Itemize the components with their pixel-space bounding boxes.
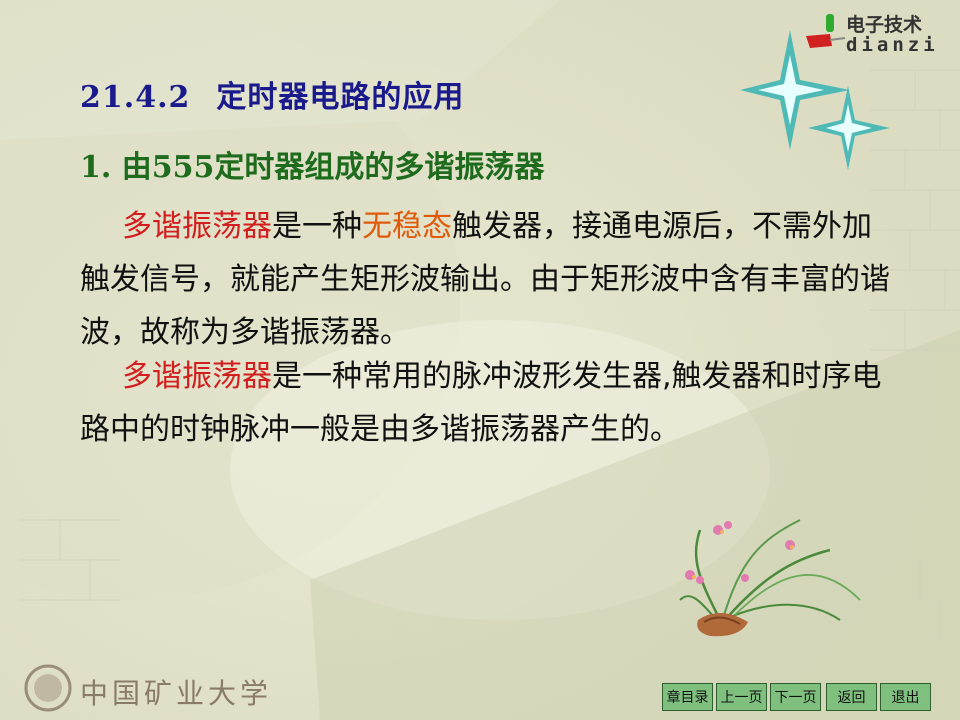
- prev-page-button[interactable]: 上一页: [716, 683, 767, 711]
- sparkle-icon: [740, 30, 890, 170]
- university-seal-icon: [24, 664, 72, 712]
- paragraph-1: 多谐振荡器是一种无稳态触发器，接通电源后，不需外加触发信号，就能产生矩形波输出。…: [80, 200, 900, 359]
- paragraph-text: 是一种常用的脉冲波形发生器,触发器和时序电路中的时钟脉冲一般是由多谐振荡器产生的…: [80, 359, 882, 447]
- subsection-heading: 1. 由555定时器组成的多谐振荡器: [80, 150, 545, 185]
- chapter-toc-button[interactable]: 章目录: [662, 683, 713, 711]
- logo-title: 电子技术: [846, 14, 923, 36]
- navigation-bar: 章目录 上一页 下一页 返回 退出: [662, 683, 931, 711]
- highlight-term: 多谐振荡器: [122, 209, 272, 244]
- university-name: 中国矿业大学: [80, 677, 273, 710]
- paragraph-text: 触发器，接通电源后，不需外加触发信号，就能产生矩形波输出。由于矩形波中含有丰富的…: [80, 209, 890, 350]
- orchid-decoration: [679, 519, 861, 637]
- section-heading: 21.4.2 定时器电路的应用: [80, 72, 464, 116]
- back-button[interactable]: 返回: [826, 683, 877, 711]
- section-number: 21.4.2: [80, 80, 191, 115]
- next-page-button[interactable]: 下一页: [770, 683, 821, 711]
- section-title: 定时器电路的应用: [216, 80, 465, 115]
- led-logo-icon: [806, 14, 846, 48]
- highlight-term: 多谐振荡器: [122, 359, 272, 394]
- logo-subtitle: dianzi: [846, 34, 939, 56]
- highlight-term: 无稳态: [362, 209, 452, 244]
- paragraph-text: 是一种: [272, 209, 362, 244]
- exit-button[interactable]: 退出: [880, 683, 931, 711]
- paragraph-2: 多谐振荡器是一种常用的脉冲波形发生器,触发器和时序电路中的时钟脉冲一般是由多谐振…: [80, 350, 900, 456]
